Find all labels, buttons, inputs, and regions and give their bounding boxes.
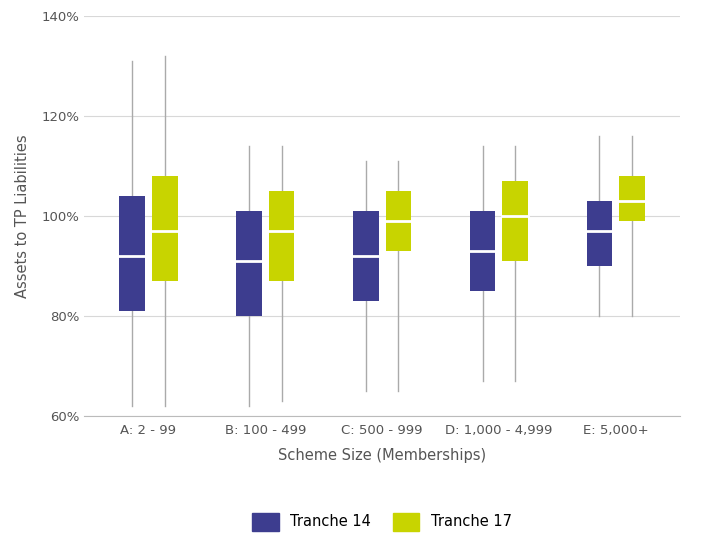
Bar bbox=[470, 211, 496, 291]
Bar bbox=[619, 176, 645, 221]
Legend: Tranche 14, Tranche 17: Tranche 14, Tranche 17 bbox=[247, 507, 517, 533]
Bar bbox=[587, 201, 612, 266]
Bar bbox=[353, 211, 379, 301]
Bar bbox=[236, 211, 261, 316]
Bar bbox=[152, 176, 177, 281]
Bar bbox=[268, 191, 294, 281]
Bar bbox=[386, 191, 411, 251]
Y-axis label: Assets to TP Liabilities: Assets to TP Liabilities bbox=[15, 134, 30, 297]
Bar bbox=[119, 196, 145, 311]
Bar bbox=[503, 181, 528, 261]
X-axis label: Scheme Size (Memberships): Scheme Size (Memberships) bbox=[278, 448, 486, 463]
